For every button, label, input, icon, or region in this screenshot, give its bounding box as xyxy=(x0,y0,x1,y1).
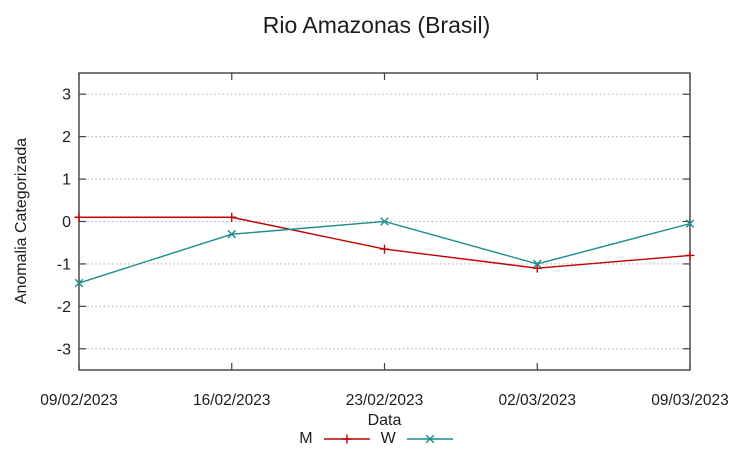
y-tick-label: 2 xyxy=(62,129,71,146)
legend-sample-M xyxy=(323,434,370,444)
x-axis-title: Data xyxy=(367,412,402,429)
series-M-marker xyxy=(685,250,695,260)
series-M-marker xyxy=(380,244,389,254)
legend-item-M: M xyxy=(299,430,370,448)
x-tick-label: 09/02/2023 xyxy=(40,392,118,409)
legend-item-W: W xyxy=(381,430,454,448)
x-tick-label: 16/02/2023 xyxy=(193,392,271,409)
y-tick-label: -2 xyxy=(57,299,71,316)
chart-title: Rio Amazonas (Brasil) xyxy=(262,12,491,38)
x-tick-label: 23/02/2023 xyxy=(346,392,424,409)
series-M-marker xyxy=(227,212,237,222)
series-W-marker xyxy=(380,217,389,226)
series-W-marker xyxy=(227,229,237,239)
legend-sample-W xyxy=(406,434,453,444)
series-W-marker xyxy=(74,278,84,288)
legend-label: W xyxy=(380,430,396,447)
y-tick-label: -3 xyxy=(57,341,71,358)
legend-label: M xyxy=(299,430,313,447)
series-W-marker xyxy=(532,259,542,269)
series-M-marker xyxy=(532,263,542,273)
x-tick-label: 09/03/2023 xyxy=(651,392,729,409)
y-tick-label: 1 xyxy=(62,172,71,189)
series-W-marker xyxy=(685,219,695,228)
series-M-marker xyxy=(74,212,84,222)
y-tick-label: 3 xyxy=(62,87,71,104)
series-line-M xyxy=(79,216,691,269)
y-tick-label: 0 xyxy=(62,214,71,231)
y-tick-label: -1 xyxy=(57,256,71,273)
x-tick-label: 02/03/2023 xyxy=(498,392,576,409)
